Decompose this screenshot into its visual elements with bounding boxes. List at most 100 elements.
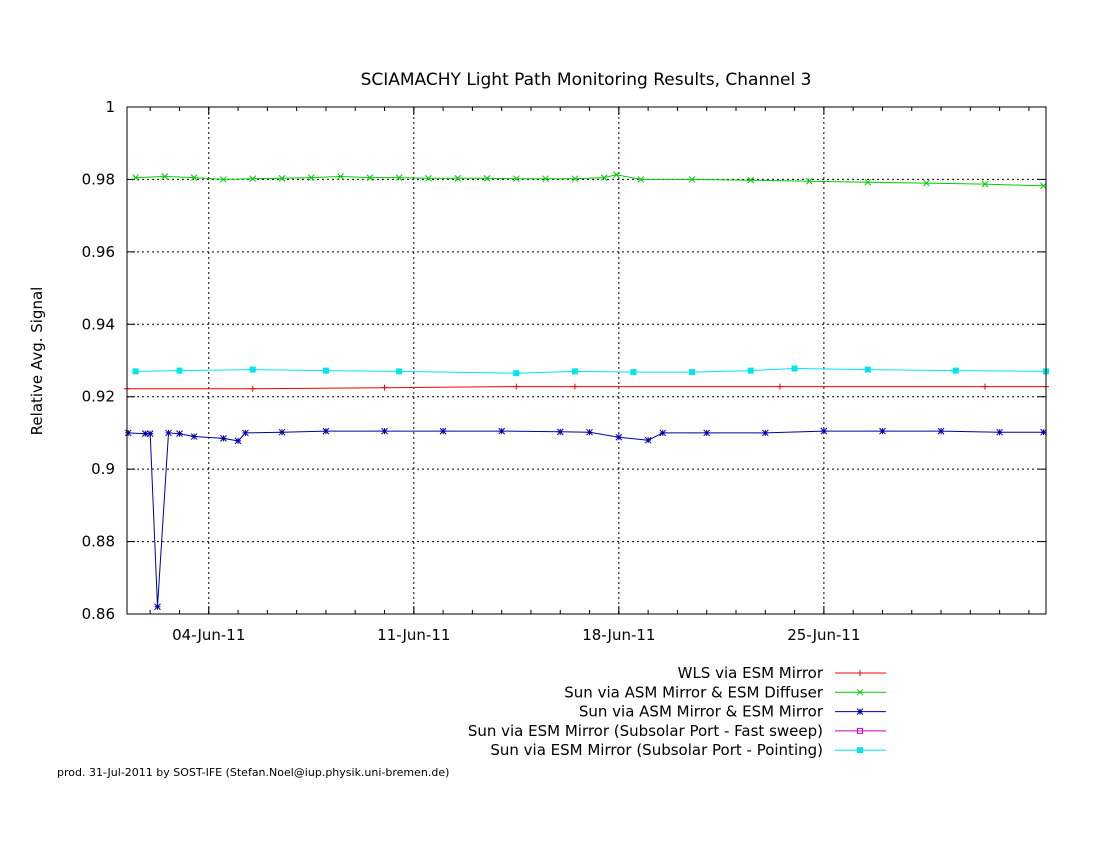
data-point xyxy=(864,178,872,186)
y-tick-label: 0.98 xyxy=(82,170,115,188)
data-point xyxy=(747,176,755,184)
data-point xyxy=(154,603,161,611)
data-point xyxy=(176,430,183,438)
legend-entry: Sun via ESM Mirror (Subsolar Port - Fast… xyxy=(468,722,886,740)
x-tick-label: 04-Jun-11 xyxy=(172,626,245,644)
y-tick-label: 0.96 xyxy=(82,243,115,261)
data-point xyxy=(176,367,183,374)
data-point xyxy=(637,176,645,183)
data-point xyxy=(1040,428,1047,436)
y-axis-label: Relative Avg. Signal xyxy=(28,287,46,436)
data-point xyxy=(165,429,172,437)
x-tick-label: 11-Jun-11 xyxy=(377,626,450,644)
series-line xyxy=(127,386,1046,390)
data-point xyxy=(805,177,813,185)
data-point xyxy=(395,174,403,181)
data-point xyxy=(513,383,520,390)
data-point xyxy=(689,369,696,376)
data-point xyxy=(220,435,227,442)
data-point xyxy=(381,427,388,435)
y-tick-label: 0.92 xyxy=(82,388,115,406)
y-tick-label: 0.9 xyxy=(91,460,115,478)
data-point xyxy=(937,427,945,435)
data-point xyxy=(249,385,256,392)
data-point xyxy=(242,429,249,437)
data-point xyxy=(512,175,520,183)
data-point xyxy=(776,383,783,390)
legend-label: Sun via ASM Mirror & ESM Mirror xyxy=(579,703,824,721)
data-point xyxy=(454,174,462,182)
data-point xyxy=(220,176,227,183)
data-point xyxy=(644,436,652,444)
data-point xyxy=(688,176,696,183)
data-point xyxy=(571,368,578,375)
data-point xyxy=(820,427,828,435)
data-point xyxy=(791,365,798,372)
data-point xyxy=(234,437,242,445)
y-tick-label: 0.88 xyxy=(82,533,115,551)
data-point xyxy=(190,174,198,181)
series-3 xyxy=(124,427,1047,611)
data-point xyxy=(425,174,432,182)
axis-ticks: 0.86 0.88 0.9 0.92 0.94 0.96 0.98 1 04-Jun-11 11-… xyxy=(82,98,1046,644)
data-point xyxy=(747,367,754,374)
legend-label: Sun via ESM Mirror (Subsolar Port - Fast… xyxy=(468,722,823,740)
legend-entry: Sun via ASM Mirror & ESM Diffuser xyxy=(564,683,886,701)
data-point xyxy=(249,366,256,373)
data-point xyxy=(613,171,620,179)
series-layer xyxy=(124,171,1049,611)
plot-frame xyxy=(126,106,1047,615)
legend-label: Sun via ASM Mirror & ESM Diffuser xyxy=(564,683,824,701)
data-point xyxy=(381,384,388,391)
data-point xyxy=(396,368,403,375)
data-point xyxy=(366,174,374,181)
legend-label: Sun via ESM Mirror (Subsolar Port - Poin… xyxy=(490,741,823,759)
data-point xyxy=(132,368,139,375)
x-tick-label: 18-Jun-11 xyxy=(582,626,655,644)
data-point xyxy=(322,427,330,435)
data-point xyxy=(146,430,154,438)
data-point xyxy=(322,367,329,374)
y-tick-label: 0.86 xyxy=(82,605,115,623)
data-point xyxy=(132,174,139,181)
data-point xyxy=(879,427,886,435)
series-line xyxy=(135,174,1044,187)
data-point xyxy=(571,175,579,183)
y-tick-label: 1 xyxy=(105,98,115,116)
data-point xyxy=(542,175,549,183)
data-point xyxy=(761,429,769,437)
data-point xyxy=(703,429,711,437)
legend-entry: WLS via ESM Mirror xyxy=(678,664,886,682)
data-point xyxy=(278,428,286,436)
data-point xyxy=(483,174,491,182)
data-point xyxy=(996,428,1003,436)
data-point xyxy=(556,428,564,436)
legend-label: WLS via ESM Mirror xyxy=(678,664,824,682)
data-point xyxy=(439,427,447,435)
data-point xyxy=(659,429,667,437)
series-line xyxy=(128,430,1044,607)
data-point xyxy=(630,369,637,376)
data-point xyxy=(981,383,988,390)
legend-entry: Sun via ESM Mirror (Subsolar Port - Poin… xyxy=(490,741,886,759)
data-point xyxy=(600,174,608,181)
legend-swatch-marker xyxy=(857,727,863,734)
data-point xyxy=(498,427,506,435)
series-5 xyxy=(132,365,1049,377)
grid-lines xyxy=(127,107,1046,614)
data-point xyxy=(307,174,315,181)
data-point xyxy=(571,383,578,390)
data-point xyxy=(981,180,989,188)
x-tick-label: 25-Jun-11 xyxy=(787,626,860,644)
data-point xyxy=(249,175,257,183)
legend-swatch-marker xyxy=(857,670,863,676)
legend-swatch-marker xyxy=(856,708,864,715)
data-point xyxy=(161,173,169,180)
data-point xyxy=(864,366,871,373)
data-point xyxy=(141,430,149,438)
series-1 xyxy=(124,383,1049,392)
data-point xyxy=(513,370,520,377)
data-point xyxy=(923,179,930,187)
